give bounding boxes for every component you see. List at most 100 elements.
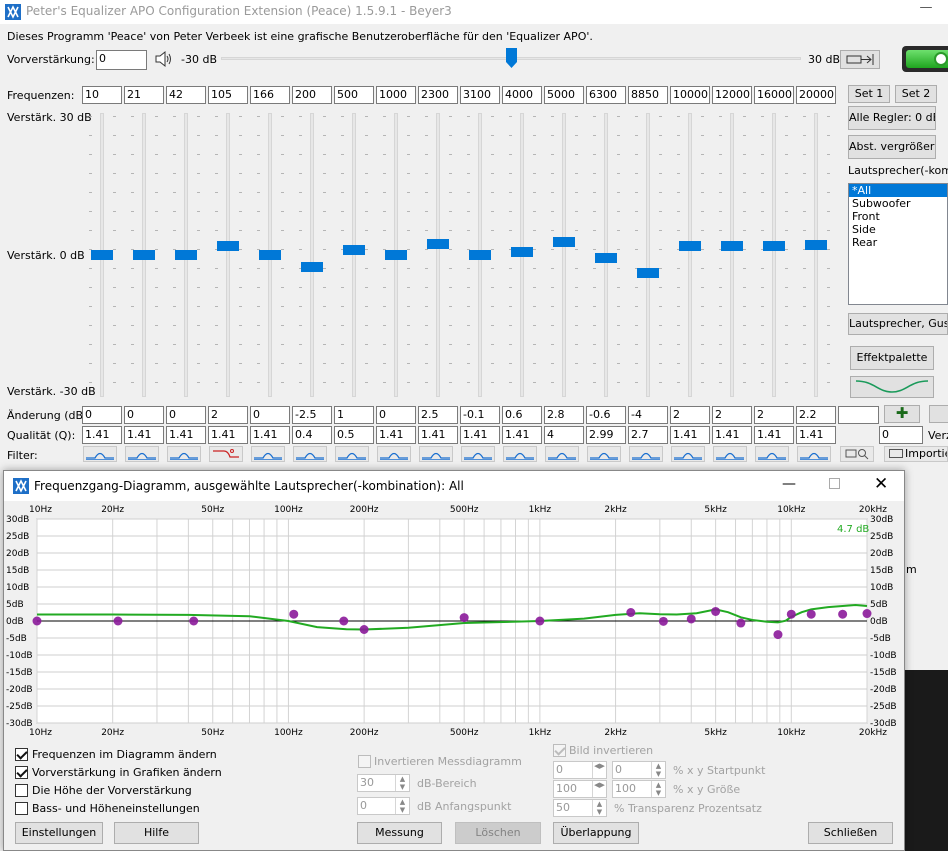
- delay-spin-input[interactable]: 0: [879, 426, 923, 444]
- peak-filter-button[interactable]: [545, 446, 579, 462]
- lowpass-filter-button[interactable]: [209, 446, 243, 462]
- speaker-item-side[interactable]: Side: [852, 223, 876, 236]
- eq-band-point[interactable]: [459, 613, 469, 623]
- frequency-input[interactable]: 3100: [460, 86, 500, 104]
- peak-filter-button[interactable]: [377, 446, 411, 462]
- close-button[interactable]: Schließen: [808, 822, 893, 844]
- spin-arrows-icon[interactable]: ▲ ▼: [395, 775, 409, 791]
- eq-band-point[interactable]: [535, 616, 545, 626]
- eq-slider-thumb[interactable]: [217, 241, 239, 251]
- change-input[interactable]: 2: [712, 406, 752, 424]
- peak-filter-button[interactable]: [293, 446, 327, 462]
- eq-band-point[interactable]: [626, 608, 636, 617]
- size-y-spin[interactable]: 100 ▲ ▼: [612, 780, 666, 798]
- peak-filter-button[interactable]: [755, 446, 789, 462]
- option-preamp-height-checkbox[interactable]: [15, 784, 28, 797]
- eq-slider-thumb[interactable]: [385, 250, 407, 260]
- size-x-spin[interactable]: 100 ◀▶: [553, 780, 607, 798]
- eq-slider-thumb[interactable]: [91, 250, 113, 260]
- eq-slider-thumb[interactable]: [511, 247, 533, 257]
- increase-spacing-button[interactable]: Abst. vergrößern: [848, 135, 936, 159]
- quality-input[interactable]: 1.41: [208, 426, 248, 444]
- spin-arrows-icon[interactable]: ▲ ▼: [592, 800, 606, 816]
- peak-filter-button[interactable]: [167, 446, 201, 462]
- peak-filter-button[interactable]: [125, 446, 159, 462]
- import-button[interactable]: Importier: [884, 446, 948, 462]
- peak-filter-button[interactable]: [503, 446, 537, 462]
- eq-slider-thumb[interactable]: [133, 250, 155, 260]
- eq-slider-thumb[interactable]: [553, 237, 575, 247]
- eq-slider-track[interactable]: [646, 113, 650, 397]
- frequency-input[interactable]: 4000: [502, 86, 542, 104]
- frequency-input[interactable]: 10: [82, 86, 122, 104]
- quality-input[interactable]: 0.4: [292, 426, 332, 444]
- peak-filter-button[interactable]: [629, 446, 663, 462]
- invert-measurement-checkbox[interactable]: [358, 755, 371, 768]
- frequency-input[interactable]: 10000: [670, 86, 710, 104]
- overlap-button[interactable]: Überlappung: [553, 822, 639, 844]
- eq-slider-track[interactable]: [436, 113, 440, 397]
- eq-band-point[interactable]: [786, 609, 796, 619]
- quality-input[interactable]: 1.41: [250, 426, 290, 444]
- eq-slider-track[interactable]: [814, 113, 818, 397]
- change-input[interactable]: 2.8: [544, 406, 584, 424]
- eq-band-point[interactable]: [711, 606, 721, 616]
- add-band-button[interactable]: ✚: [884, 405, 920, 423]
- minimize-button[interactable]: —: [919, 0, 933, 15]
- quality-input[interactable]: 1.41: [502, 426, 542, 444]
- option-preamp-in-graphs-checkbox[interactable]: [15, 766, 28, 779]
- eq-slider-thumb[interactable]: [721, 241, 743, 251]
- eq-band-point[interactable]: [862, 609, 872, 619]
- spin-arrows-icon[interactable]: ◀▶: [592, 781, 606, 797]
- peak-filter-button[interactable]: [83, 446, 117, 462]
- eq-slider-thumb[interactable]: [301, 262, 323, 272]
- frequency-input[interactable]: 42: [166, 86, 206, 104]
- peak-filter-button[interactable]: [251, 446, 285, 462]
- dialog-minimize-icon[interactable]: —: [782, 476, 796, 492]
- quality-input[interactable]: 1.41: [796, 426, 836, 444]
- spin-arrows-icon[interactable]: ▲ ▼: [651, 762, 665, 778]
- db-start-spin[interactable]: 0 ▲ ▼: [357, 797, 410, 815]
- eq-slider-track[interactable]: [562, 113, 566, 397]
- eq-slider-thumb[interactable]: [343, 245, 365, 255]
- eq-slider-thumb[interactable]: [805, 240, 827, 250]
- eq-slider-thumb[interactable]: [679, 241, 701, 251]
- frequency-input[interactable]: 8850: [628, 86, 668, 104]
- speaker-item-all[interactable]: *All: [849, 184, 947, 197]
- option-bass-treble-checkbox[interactable]: [15, 802, 28, 815]
- change-input[interactable]: 2: [754, 406, 794, 424]
- quality-input[interactable]: 1.41: [376, 426, 416, 444]
- eq-slider-track[interactable]: [310, 113, 314, 397]
- eq-slider-track[interactable]: [226, 113, 230, 397]
- eq-slider-track[interactable]: [352, 113, 356, 397]
- peak-filter-button[interactable]: [419, 446, 453, 462]
- invert-image-checkbox[interactable]: [553, 744, 566, 757]
- eq-slider-thumb[interactable]: [637, 268, 659, 278]
- quality-input[interactable]: 0.5: [334, 426, 374, 444]
- peak-filter-button[interactable]: [335, 446, 369, 462]
- peak-filter-button[interactable]: [671, 446, 705, 462]
- frequency-input[interactable]: 500: [334, 86, 374, 104]
- change-input[interactable]: -0.6: [586, 406, 626, 424]
- quality-input[interactable]: 1.41: [418, 426, 458, 444]
- eq-slider-thumb[interactable]: [595, 253, 617, 263]
- speaker-item-front[interactable]: Front: [852, 210, 880, 223]
- change-input[interactable]: 0: [124, 406, 164, 424]
- eq-slider-thumb[interactable]: [259, 250, 281, 260]
- help-button[interactable]: Hilfe: [114, 822, 199, 844]
- eq-band-point[interactable]: [773, 630, 783, 640]
- measurement-button[interactable]: Messung: [357, 822, 442, 844]
- frequency-input[interactable]: 20000: [796, 86, 836, 104]
- change-input[interactable]: 2.5: [418, 406, 458, 424]
- dialog-close-icon[interactable]: ✕: [874, 474, 889, 494]
- eq-slider-thumb[interactable]: [763, 241, 785, 251]
- speakers-gusta-button[interactable]: Lautsprecher, Gusta: [848, 313, 948, 335]
- change-input[interactable]: 0: [166, 406, 206, 424]
- eq-band-point[interactable]: [339, 616, 349, 626]
- option-change-frequencies-checkbox[interactable]: [15, 748, 28, 761]
- eq-slider-track[interactable]: [688, 113, 692, 397]
- change-input[interactable]: 2: [208, 406, 248, 424]
- remove-band-button[interactable]: [929, 405, 948, 423]
- effect-palette-button[interactable]: Effektpalette: [850, 346, 934, 370]
- eq-band-point[interactable]: [189, 616, 199, 626]
